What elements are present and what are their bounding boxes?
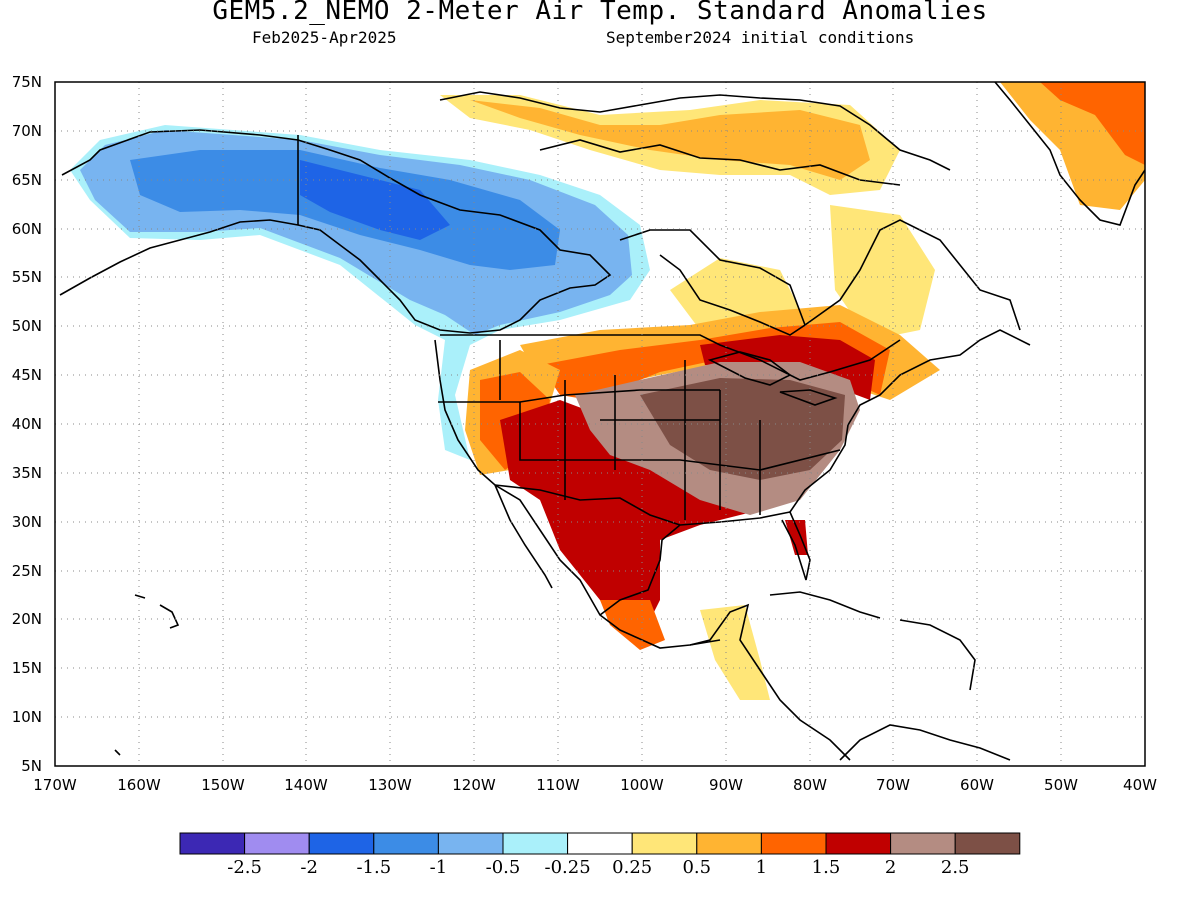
- colorbar-swatch: [244, 832, 310, 855]
- lat-label: 35N: [12, 464, 42, 482]
- lon-label: 80W: [793, 776, 827, 794]
- lon-label: 140W: [284, 776, 328, 794]
- latitude-labels: 75N 70N 65N 60N 55N 50N 45N 40N 35N 30N …: [12, 73, 42, 775]
- anomaly-area-warm: [470, 100, 870, 180]
- lon-label: 90W: [709, 776, 743, 794]
- lon-label: 120W: [452, 776, 496, 794]
- colorbar-swatch: [502, 832, 569, 855]
- colorbar-swatch: [308, 832, 375, 855]
- colorbar-swatch: [954, 832, 1021, 855]
- lat-label: 25N: [12, 562, 42, 580]
- lon-label: 130W: [368, 776, 412, 794]
- anomaly-area-labrador-warm: [830, 205, 935, 340]
- colorbar-swatch: [631, 832, 698, 855]
- colorbar-label: -0.25: [545, 857, 591, 878]
- colorbar-label: 0.25: [612, 857, 652, 878]
- lat-label: 55N: [12, 268, 42, 286]
- coastlines-and-borders: [59, 82, 1145, 761]
- colorbar-swatch: [179, 832, 246, 855]
- colorbar-swatch: [760, 832, 827, 855]
- lon-label: 170W: [33, 776, 77, 794]
- colorbar: -2.5 -2 -1.5 -1 -0.5 -0.25 0.25 0.5 1 1.5 2 2.5: [179, 832, 1021, 878]
- lat-label: 70N: [12, 122, 42, 140]
- anomaly-area-florida-hot: [785, 520, 808, 555]
- colorbar-swatch: [373, 832, 439, 855]
- longitude-labels: 170W 160W 150W 140W 130W 120W 110W 100W …: [33, 776, 1157, 794]
- lat-label: 40N: [12, 415, 42, 433]
- lat-label: 20N: [12, 610, 42, 628]
- lat-label: 60N: [12, 220, 42, 238]
- colorbar-label: 2.5: [941, 857, 970, 878]
- colorbar-label: 1.5: [812, 857, 841, 878]
- colorbar-label: 2: [885, 857, 896, 878]
- lat-label: 10N: [12, 708, 42, 726]
- colorbar-label: 1: [756, 857, 767, 878]
- colorbar-swatch: [437, 832, 504, 855]
- lat-label: 45N: [12, 366, 42, 384]
- forecast-period: Feb2025-Apr2025: [252, 28, 397, 47]
- colorbar-swatch: [825, 832, 892, 855]
- lon-label: 150W: [201, 776, 245, 794]
- lat-label: 50N: [12, 317, 42, 335]
- lat-label: 75N: [12, 73, 42, 91]
- lon-label: 110W: [536, 776, 580, 794]
- lat-label: 5N: [21, 757, 42, 775]
- colorbar-label: -0.5: [486, 857, 521, 878]
- lon-label: 100W: [620, 776, 664, 794]
- lat-label: 65N: [12, 171, 42, 189]
- lon-label: 70W: [876, 776, 910, 794]
- colorbar-swatch: [696, 832, 762, 855]
- colorbar-label: -1.5: [356, 857, 391, 878]
- map-title: GEM5.2_NEMO 2-Meter Air Temp. Standard A…: [212, 0, 988, 26]
- anomaly-area-central-america-warm: [700, 605, 770, 700]
- anomaly-area-greenland-hot: [1040, 82, 1145, 165]
- lon-label: 50W: [1044, 776, 1078, 794]
- plot-frame: [54, 81, 1146, 767]
- lon-label: 160W: [117, 776, 161, 794]
- anomaly-area-mexico-hot: [600, 600, 665, 650]
- lat-label: 30N: [12, 513, 42, 531]
- anomaly-area-extreme-max: [640, 378, 845, 480]
- anomaly-shading: [70, 82, 1145, 700]
- lon-label: 60W: [960, 776, 994, 794]
- colorbar-swatch: [567, 832, 633, 855]
- colorbar-label: -2: [300, 857, 318, 878]
- lon-label: 40W: [1123, 776, 1157, 794]
- colorbar-label: 0.5: [682, 857, 711, 878]
- lat-label: 15N: [12, 659, 42, 677]
- initial-conditions: September2024 initial conditions: [606, 28, 915, 47]
- colorbar-swatch: [890, 832, 956, 855]
- graticule: [55, 82, 1145, 766]
- colorbar-label: -2.5: [227, 857, 262, 878]
- colorbar-label: -1: [430, 857, 448, 878]
